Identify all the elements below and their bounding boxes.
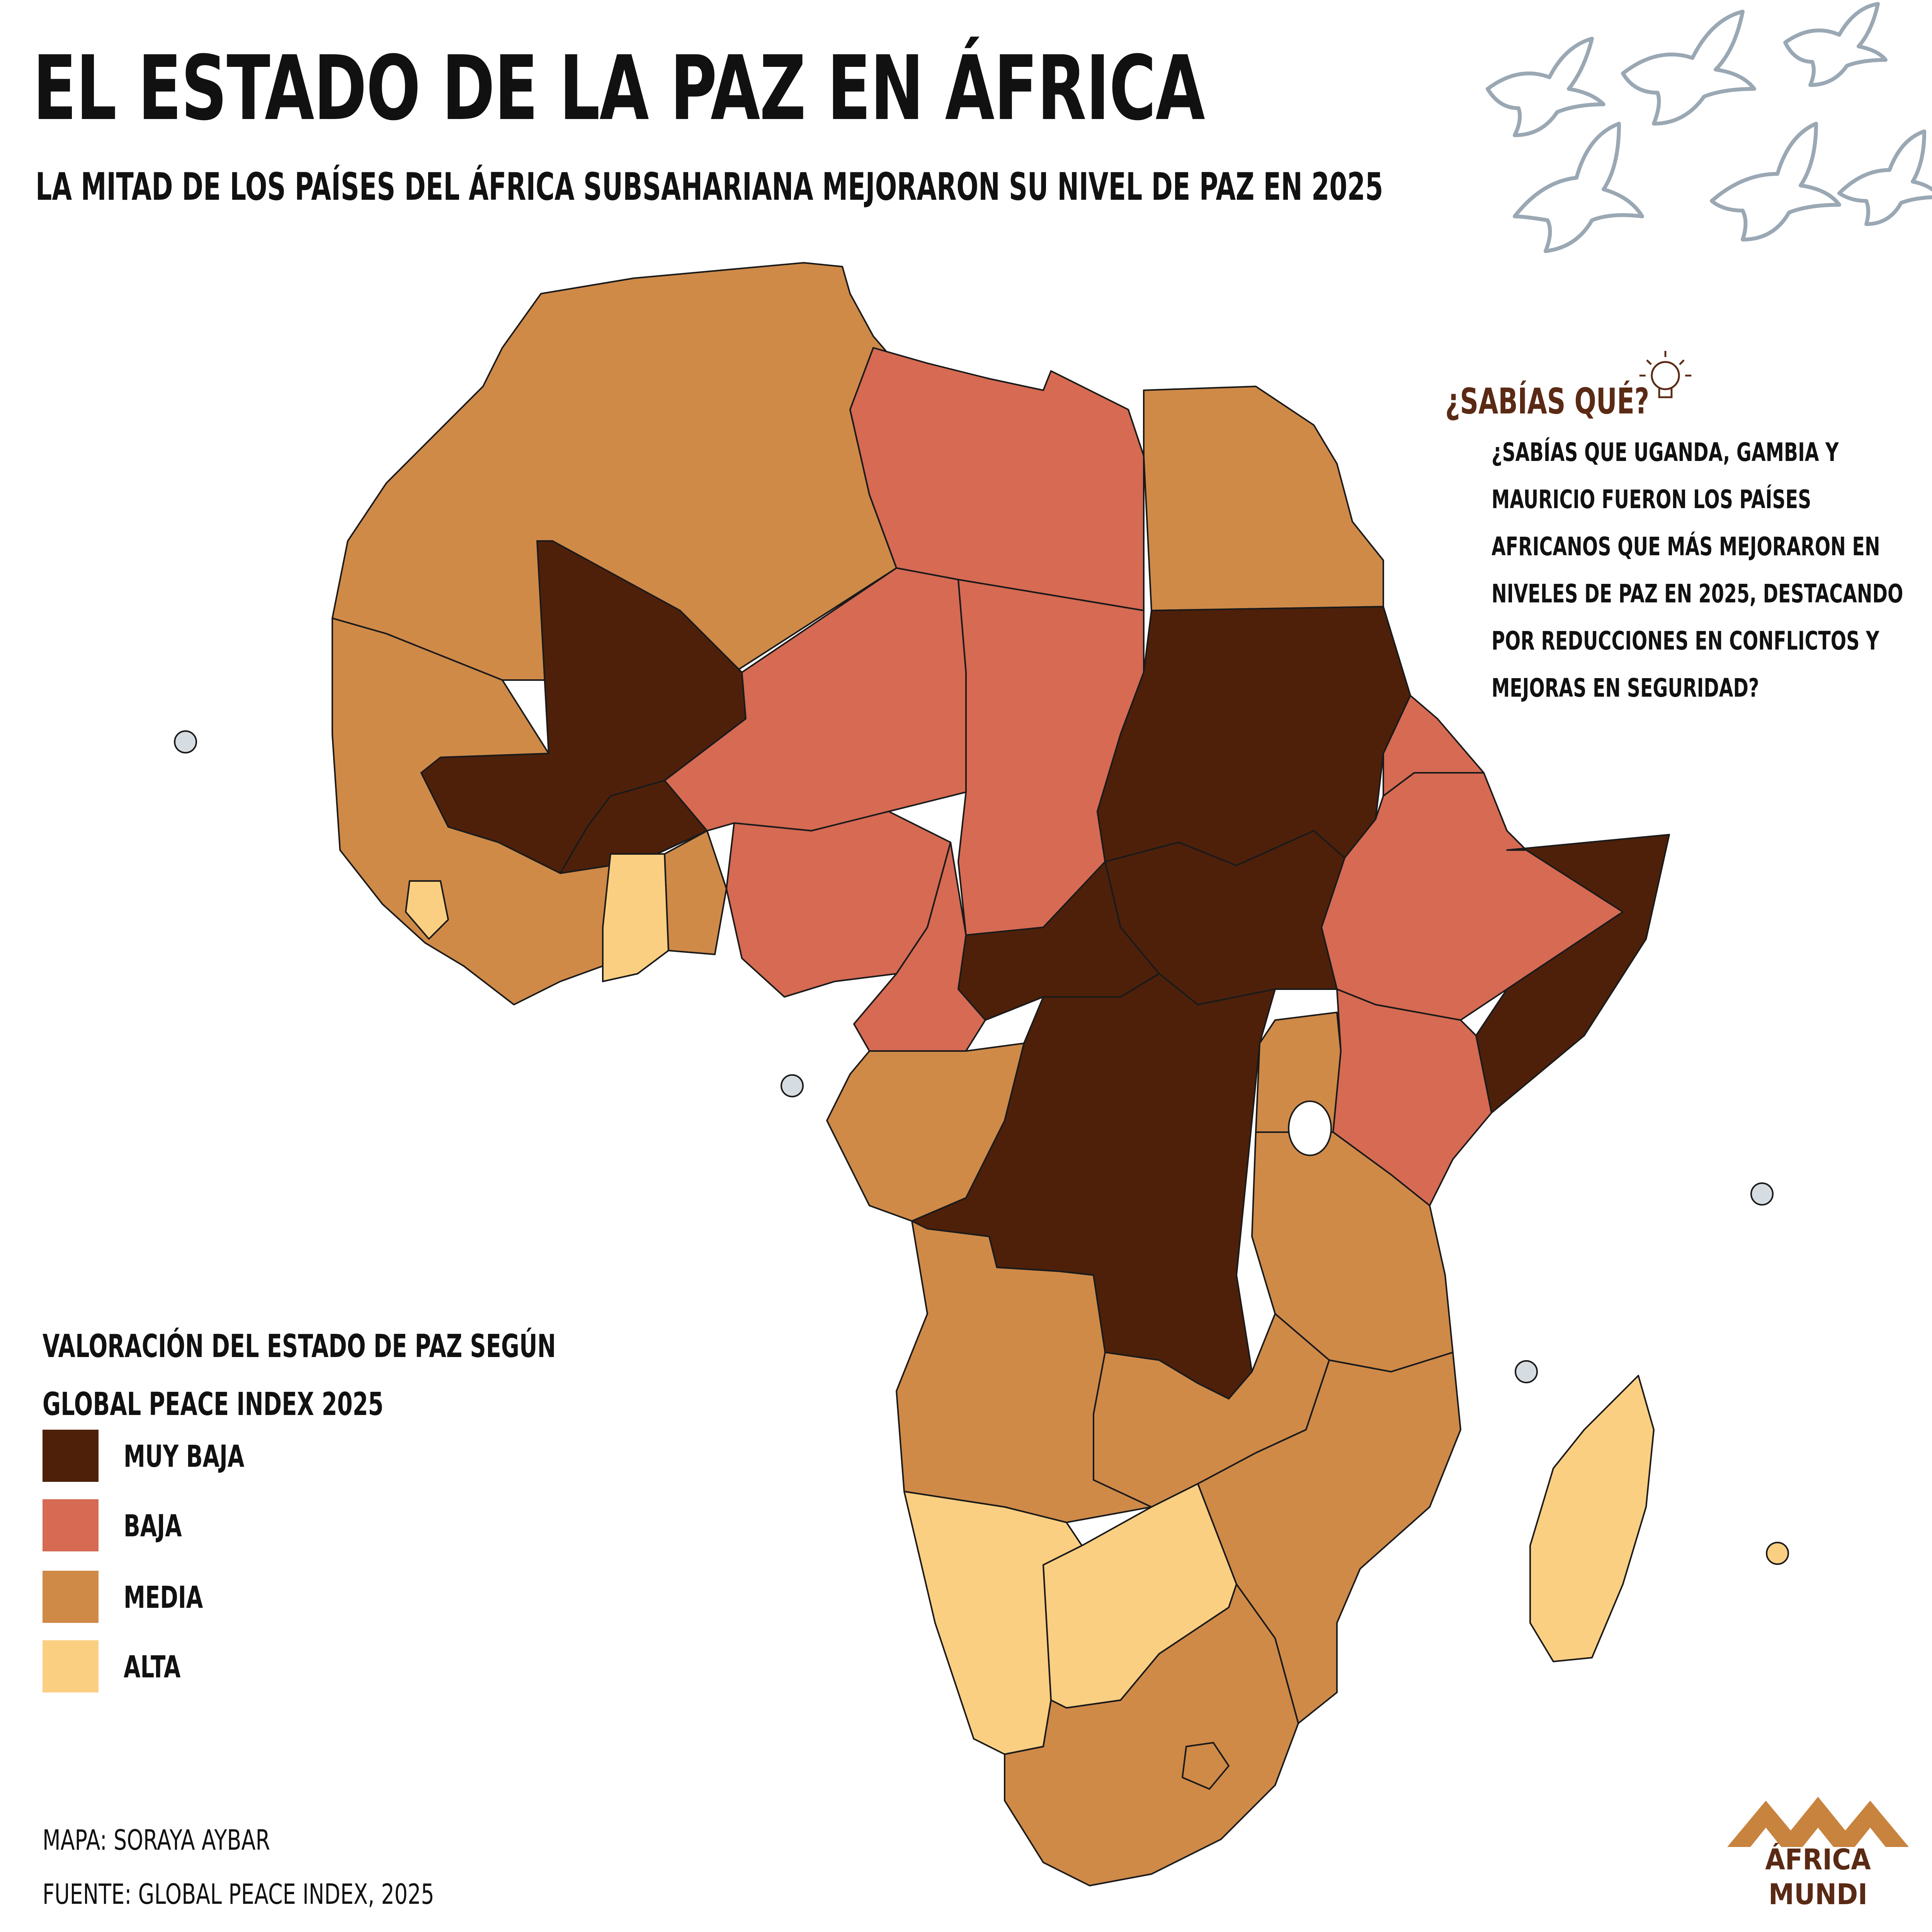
country-lesotho (1182, 1742, 1230, 1790)
dove-icon (1621, 10, 1756, 126)
logo-text-line1: ÁFRICA (1765, 1843, 1871, 1876)
legend-title: VALORACIÓN DEL ESTADO DE PAZ SEGÚN GLOBA… (43, 1328, 556, 1423)
country-ghana (602, 853, 669, 982)
legend-swatch (43, 1571, 99, 1623)
island-seychelles (1750, 1182, 1774, 1206)
island-comoros (1515, 1360, 1538, 1383)
legend-swatch (43, 1430, 99, 1482)
lake-victoria (1288, 1100, 1332, 1156)
legend-label: ALTA (124, 1650, 181, 1685)
africa-mundi-logo (1727, 1797, 1909, 1847)
did-you-know-title: ¿SABÍAS QUÉ? (1445, 381, 1650, 422)
legend-swatch (43, 1499, 99, 1551)
country-madagascar (1529, 1375, 1655, 1662)
country-south-africa (1004, 1583, 1299, 1886)
source-credit: FUENTE: GLOBAL PEACE INDEX, 2025 (43, 1878, 434, 1910)
dove-icon (1513, 122, 1644, 253)
country-sierra-leone (405, 880, 449, 940)
page-subtitle: LA MITAD DE LOS PAÍSES DEL ÁFRICA SUBSAH… (36, 165, 1383, 209)
island-cape-verde (174, 730, 197, 753)
legend-label: MEDIA (124, 1580, 203, 1615)
logo-text-line2: MUNDI (1768, 1878, 1868, 1911)
dove-icon (1837, 129, 1932, 226)
island-sao-tome (781, 1074, 804, 1097)
legend-swatch (43, 1640, 99, 1692)
legend-label: MUY BAJA (124, 1439, 245, 1474)
island-mauritius (1766, 1542, 1789, 1565)
country-cameroon (853, 842, 986, 1052)
dove-icon (1710, 122, 1841, 242)
legend-label: BAJA (124, 1509, 182, 1544)
region-southeast (1197, 1352, 1461, 1724)
lightbulb-icon (1639, 351, 1692, 398)
page-title: EL ESTADO DE LA PAZ EN ÁFRICA (33, 37, 1205, 140)
region-gabon-congo (826, 1043, 1025, 1222)
map-credit: MAPA: SORAYA AYBAR (43, 1824, 270, 1856)
country-egypt (1143, 386, 1384, 611)
dove-icon (1783, 2, 1888, 87)
dove-icon (1486, 37, 1605, 137)
did-you-know-text: ¿SABÍAS QUE UGANDA, GAMBIA Y MAURICIO FU… (1492, 437, 1903, 703)
region-togo-benin (664, 830, 727, 955)
